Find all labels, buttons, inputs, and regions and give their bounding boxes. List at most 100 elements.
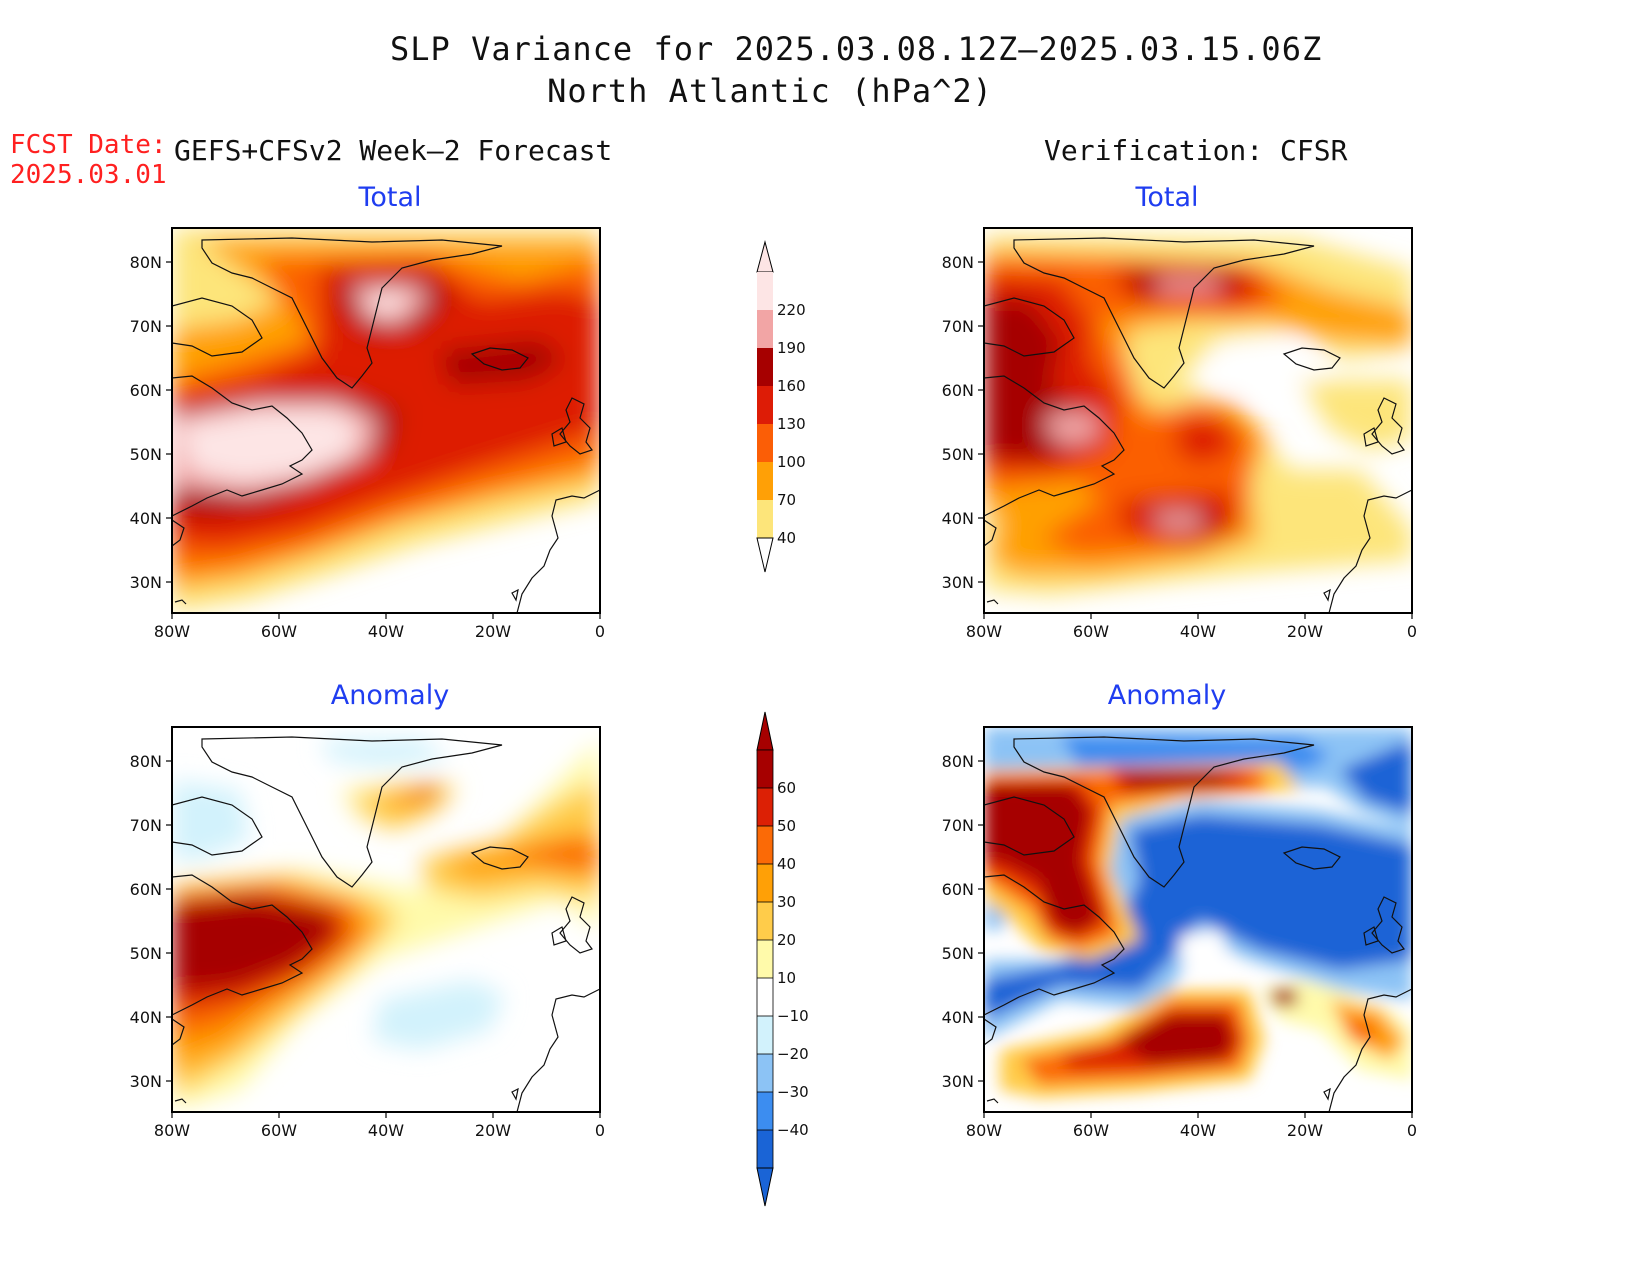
lat-tick-label: 40N (942, 1008, 974, 1027)
total-colorbar-swatch (757, 272, 773, 310)
anomaly-colorbar-swatch (757, 902, 773, 940)
lat-tick-label: 30N (942, 573, 974, 592)
anomaly-colorbar-label: 20 (777, 931, 796, 949)
total-colorbar-label: 40 (777, 529, 796, 547)
total-colorbar-bottom-extend (756, 537, 774, 573)
lat-tick-label: 50N (942, 445, 974, 464)
lon-tick-label: 80W (966, 1121, 1002, 1140)
total-colorbar-swatch (757, 386, 773, 424)
lat-tick-label: 40N (130, 1008, 162, 1027)
lon-tick-label: 20W (1287, 1121, 1323, 1140)
lat-tick-label: 30N (130, 573, 162, 592)
total-colorbar-label: 130 (777, 415, 806, 433)
lon-tick-label: 0 (595, 622, 605, 641)
anomaly-colorbar-swatch (757, 1092, 773, 1130)
lat-tick-label: 30N (942, 1072, 974, 1091)
total-colorbar-swatch (757, 462, 773, 500)
forecast-total-map (171, 227, 601, 614)
total-colorbar-label: 190 (777, 339, 806, 357)
verification-anomaly-title: Anomaly (1107, 680, 1227, 711)
anomaly-colorbar-label: 60 (777, 779, 796, 797)
lon-tick-label: 60W (1073, 1121, 1109, 1140)
lon-tick-label: 0 (595, 1121, 605, 1140)
lon-tick-label: 60W (261, 1121, 297, 1140)
verification-total-map (983, 227, 1413, 614)
lon-tick-label: 60W (1073, 622, 1109, 641)
verification-heading: Verification: CFSR (1044, 134, 1348, 167)
total-colorbar-swatch (757, 348, 773, 386)
fcst-date-value: 2025.03.01 (10, 160, 167, 190)
colorbars: 40 70 100 130 160 190 220 −40 −30 −20 −10 10 20 30 40 5… (756, 240, 809, 1207)
lat-tick-label: 80N (942, 253, 974, 272)
total-colorbar-label: 220 (777, 301, 806, 319)
lat-tick-label: 80N (130, 752, 162, 771)
lat-tick-label: 40N (942, 509, 974, 528)
lon-tick-label: 20W (475, 1121, 511, 1140)
lat-tick-label: 40N (130, 509, 162, 528)
fcst-date-label: FCST Date: (10, 130, 167, 160)
anomaly-colorbar-label: 30 (777, 893, 796, 911)
anomaly-colorbar-label: 10 (777, 969, 796, 987)
anomaly-colorbar-label: −30 (777, 1083, 809, 1101)
anomaly-colorbar-swatch (757, 1016, 773, 1054)
lat-tick-label: 50N (130, 944, 162, 963)
total-colorbar-top-extend (756, 240, 774, 273)
forecast-anomaly-map (171, 726, 601, 1113)
lon-tick-label: 0 (1407, 1121, 1417, 1140)
main-subtitle: North Atlantic (hPa^2) (547, 72, 993, 110)
anomaly-colorbar-swatch (757, 826, 773, 864)
forecast-total-title: Total (358, 182, 422, 213)
verification-anomaly-map (983, 726, 1413, 1113)
anomaly-colorbar-bottom-extend (756, 1167, 774, 1207)
total-colorbar-label: 100 (777, 453, 806, 471)
forecast-anomaly-title: Anomaly (330, 680, 450, 711)
total-colorbar-label: 70 (777, 491, 796, 509)
lat-tick-label: 60N (942, 381, 974, 400)
main-title: SLP Variance for 2025.03.08.12Z–2025.03.… (390, 30, 1323, 68)
anomaly-colorbar-swatch (757, 940, 773, 978)
anomaly-colorbar-label: 50 (777, 817, 796, 835)
anomaly-colorbar-swatch (757, 750, 773, 788)
lon-tick-label: 0 (1407, 622, 1417, 641)
lon-tick-label: 80W (966, 622, 1002, 641)
lat-tick-label: 80N (130, 253, 162, 272)
lon-tick-label: 60W (261, 622, 297, 641)
lat-tick-label: 30N (130, 1072, 162, 1091)
lon-tick-label: 20W (475, 622, 511, 641)
lon-tick-label: 20W (1287, 622, 1323, 641)
total-colorbar-swatch (757, 424, 773, 462)
lat-tick-label: 50N (130, 445, 162, 464)
lat-tick-label: 70N (130, 816, 162, 835)
lat-tick-label: 60N (130, 880, 162, 899)
lat-tick-label: 60N (942, 880, 974, 899)
anomaly-colorbar-swatch (757, 978, 773, 1016)
forecast-heading: GEFS+CFSv2 Week–2 Forecast (174, 134, 613, 167)
anomaly-colorbar-swatch (757, 864, 773, 902)
lat-tick-label: 70N (942, 317, 974, 336)
lat-tick-label: 80N (942, 752, 974, 771)
lon-tick-label: 40W (1180, 622, 1216, 641)
anomaly-colorbar-label: 40 (777, 855, 796, 873)
verification-total-title: Total (1135, 182, 1199, 213)
lon-tick-label: 80W (154, 622, 190, 641)
total-colorbar-swatch (757, 310, 773, 348)
anomaly-colorbar-swatch (757, 1054, 773, 1092)
lat-tick-label: 60N (130, 381, 162, 400)
anomaly-colorbar-label: −20 (777, 1045, 809, 1063)
lon-tick-label: 40W (1180, 1121, 1216, 1140)
anomaly-colorbar-label: −10 (777, 1007, 809, 1025)
lat-tick-label: 70N (130, 317, 162, 336)
lat-tick-label: 50N (942, 944, 974, 963)
anomaly-colorbar-swatch (757, 1130, 773, 1168)
anomaly-colorbar-swatch (757, 788, 773, 826)
lon-tick-label: 80W (154, 1121, 190, 1140)
lon-tick-label: 40W (368, 622, 404, 641)
anomaly-colorbar-top-extend (756, 711, 774, 751)
axes-layer: 80W 60W 40W 20W 0 30N 40N 50N 60N 70N 80N 80W 60W 40W… (130, 253, 1417, 1140)
anomaly-colorbar-frame (756, 749, 774, 1169)
lat-tick-label: 70N (942, 816, 974, 835)
total-colorbar-label: 160 (777, 377, 806, 395)
total-colorbar-swatch (757, 500, 773, 538)
anomaly-colorbar-label: −40 (777, 1121, 809, 1139)
